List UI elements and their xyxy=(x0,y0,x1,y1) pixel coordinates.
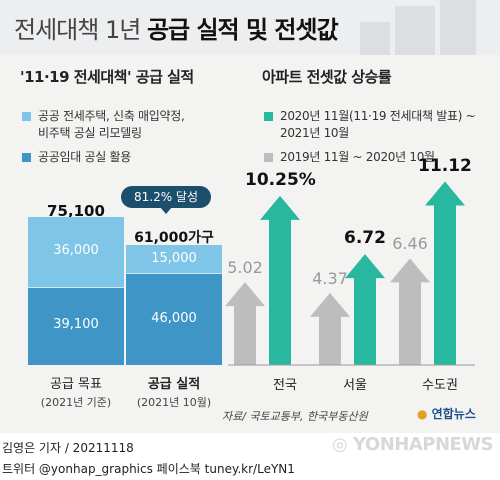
legend-label-post-policy-line2: 2021년 10월 xyxy=(280,126,350,140)
logo-icon: ● xyxy=(417,407,428,421)
social-links: 트위터 @yonhap_graphics 페이스북 tuney.kr/LeYN1 xyxy=(2,462,295,476)
yonhap-logo: ● 연합뉴스 xyxy=(417,405,476,422)
bar-segment-divider xyxy=(126,273,222,275)
bar-segment-divider xyxy=(28,286,124,288)
left-section-title: '11·19 전세대책' 공급 실적 xyxy=(20,68,194,86)
bar-segment-new-supply xyxy=(126,244,222,275)
legend-swatch-pre-policy xyxy=(264,153,273,162)
achievement-badge-tail xyxy=(160,207,172,214)
legend-label-new-supply-line1: 공공 전세주택, 신축 매입약정, xyxy=(38,109,185,123)
category-sub-actual: (2021년 10월) xyxy=(136,396,212,409)
watermark-icon: ◎ xyxy=(332,434,348,455)
bar-segment-vacancy-value: 46,000 xyxy=(151,310,197,326)
legend-swatch-vacancy xyxy=(22,153,31,162)
total-label-target: 75,100 xyxy=(47,202,105,220)
category-label-target: 공급 목표 xyxy=(50,377,102,392)
legend-label-new-supply-line2: 비주택 공실 리모델링 xyxy=(38,126,142,140)
arrow-pre-policy-value: 4.37 xyxy=(312,268,348,288)
author-credit: 김영은 기자 / 20211118 xyxy=(2,441,134,455)
page-title: 전세대책 1년 공급 실적 및 전셋값 xyxy=(14,10,339,45)
legend-swatch-post-policy xyxy=(264,112,273,121)
legend-swatch-new-supply xyxy=(22,112,31,121)
bar-segment-vacancy xyxy=(126,274,222,365)
watermark-text: YONHAPNEWS xyxy=(353,434,494,455)
arrow-post-policy-value: 10.25% xyxy=(245,169,316,190)
arrow-pre-policy-value: 5.02 xyxy=(227,258,263,278)
footer xyxy=(0,433,500,480)
arrow-pre-policy-value: 6.46 xyxy=(392,234,428,254)
watermark: ◎ YONHAPNEWS xyxy=(332,434,494,455)
title-bold: 공급 실적 및 전셋값 xyxy=(146,16,339,44)
category-label-nation: 전국 xyxy=(273,378,297,393)
legend-label-vacancy: 공공임대 공실 활용 xyxy=(38,150,131,164)
bar-segment-new-supply-value: 36,000 xyxy=(53,243,99,259)
bar-segment-vacancy xyxy=(28,287,124,365)
header-building-illustration xyxy=(395,6,435,55)
right-section-title: 아파트 전셋값 상승률 xyxy=(262,68,392,86)
bar-segment-new-supply-value: 15,000 xyxy=(151,250,197,266)
total-label-actual: 61,000가구 xyxy=(134,230,214,246)
arrow-post-policy-value: 11.12 xyxy=(418,155,472,176)
logo-text: 연합뉴스 xyxy=(431,407,476,421)
bar-segment-new-supply xyxy=(28,217,124,288)
category-label-actual: 공급 실적 xyxy=(147,377,201,392)
legend-label-pre-policy: 2019년 11월 ~ 2020년 10월 xyxy=(280,150,435,164)
header-building-illustration xyxy=(360,22,390,55)
arrow-post-policy-value: 6.72 xyxy=(344,228,386,249)
header: 전세대책 1년 공급 실적 및 전셋값 xyxy=(0,0,500,55)
achievement-badge: 81.2% 달성 xyxy=(121,186,211,208)
source-note: 자료/ 국토교통부, 한국부동산원 xyxy=(222,410,368,423)
legend-label-post-policy-line1: 2020년 11월(11·19 전세대책 발표) ~ xyxy=(280,109,476,123)
category-sub-target: (2021년 기준) xyxy=(40,396,112,409)
bar-segment-vacancy-value: 39,100 xyxy=(53,317,99,333)
category-label-capital: 수도권 xyxy=(422,378,458,393)
title-light: 전세대책 1년 xyxy=(14,16,141,44)
category-label-seoul: 서울 xyxy=(343,378,367,393)
header-building-illustration xyxy=(440,0,476,55)
